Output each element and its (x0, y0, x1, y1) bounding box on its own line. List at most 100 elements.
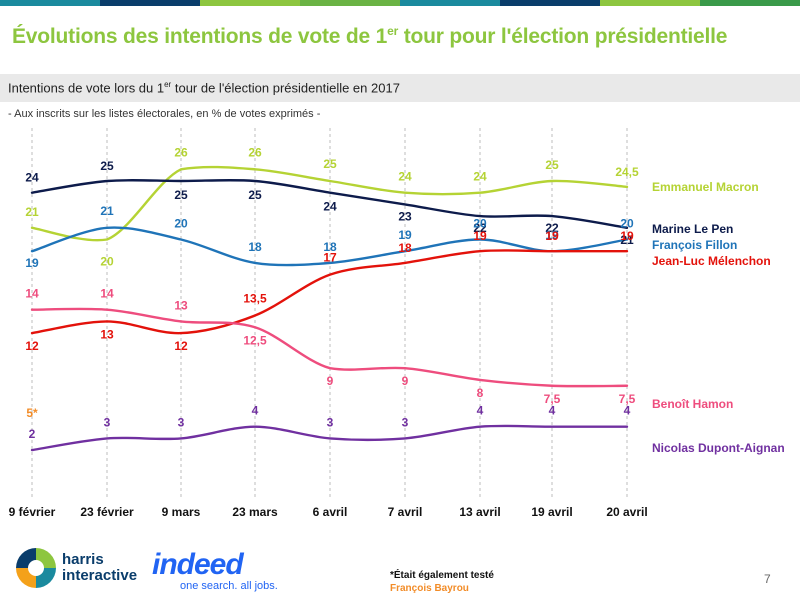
x-tick-label: 13 avril (459, 505, 500, 519)
series-line-marine-le-pen (30, 178, 629, 229)
data-label-jean-luc-melenchon: 18 (398, 241, 412, 255)
harris-interactive-logo: harris interactive (16, 548, 137, 588)
data-label-emmanuel-macron: 20 (100, 255, 114, 269)
legend-entry: Emmanuel Macron (652, 180, 759, 194)
data-label-marine-le-pen: 25 (248, 188, 262, 202)
data-label-nicolas-dupont-aignan: 3 (104, 415, 111, 429)
data-label-francois-fillon: 20 (473, 217, 487, 231)
data-label-marine-le-pen: 22 (473, 221, 487, 235)
data-label-nicolas-dupont-aignan: 4 (477, 404, 484, 418)
data-label-jean-luc-melenchon: 19 (473, 229, 487, 243)
data-label-benoit-hamon: 14 (25, 287, 39, 301)
x-tick-label: 20 avril (606, 505, 647, 519)
data-label-francois-fillon: 18 (248, 240, 262, 254)
data-label-jean-luc-melenchon: 12 (174, 339, 188, 353)
x-axis-ticks: 9 février 23 février 9 mars 23 mars 6 avril 7… (9, 505, 648, 519)
series-line-benoit-hamon (30, 307, 629, 388)
data-label-nicolas-dupont-aignan: 2 (29, 427, 36, 441)
x-tick-label: 19 avril (531, 505, 572, 519)
footnote-candidate: François Bayrou (390, 583, 469, 594)
data-label-nicolas-dupont-aignan: 3 (327, 415, 334, 429)
legend-entry: François Fillon (652, 238, 737, 252)
top-color-stripe (0, 0, 800, 6)
data-label-marine-le-pen: 25 (174, 188, 188, 202)
page-title: Évolutions des intentions de vote de 1er… (12, 24, 728, 48)
indeed-logo-tagline: one search. all jobs. (180, 580, 278, 592)
stripe-segment (400, 0, 500, 6)
data-label-benoit-hamon: 9 (327, 374, 334, 388)
data-label-marine-le-pen: 23 (398, 209, 412, 223)
data-label-marine-le-pen: 22 (545, 221, 559, 235)
data-label-emmanuel-macron: 24 (398, 170, 412, 184)
data-label-francois-fillon: 20 (174, 217, 188, 231)
data-label-emmanuel-macron: 26 (174, 145, 188, 159)
indeed-logo: indeed one search. all jobs. (152, 548, 278, 593)
data-label-benoit-hamon: 8 (477, 386, 484, 400)
footnote-text: *Était également testé (390, 570, 494, 581)
data-label-emmanuel-macron: 26 (248, 145, 262, 159)
data-label-nicolas-dupont-aignan: 4 (624, 404, 631, 418)
subtitle-band (0, 74, 800, 102)
indeed-logo-word: indeed (152, 548, 244, 581)
data-label-emmanuel-macron: 25 (545, 158, 559, 172)
data-label-nicolas-dupont-aignan: 4 (252, 404, 259, 418)
data-label-francois-fillon: 19 (398, 228, 412, 242)
data-label-jean-luc-melenchon: 17 (323, 251, 337, 265)
series-line-emmanuel-macron (30, 165, 629, 242)
data-label-benoit-hamon: 13 (174, 298, 188, 312)
stripe-segment (600, 0, 700, 6)
footnote: *Était également testé François Bayrou (390, 569, 494, 595)
stripe-segment (100, 0, 200, 6)
data-label-emmanuel-macron: 25 (323, 157, 337, 171)
x-tick-label: 23 mars (232, 505, 278, 519)
data-label-emmanuel-macron: 21 (25, 205, 39, 219)
series-line-francois-fillon (30, 226, 629, 267)
data-label-francois-fillon: 20 (620, 217, 634, 231)
page-number: 7 (764, 572, 771, 586)
data-label-nicolas-dupont-aignan: 3 (402, 415, 409, 429)
data-label-jean-luc-melenchon: 19 (545, 229, 559, 243)
data-label-benoit-hamon: 12,5 (243, 333, 267, 347)
data-label-francois-bayrou: 5* (26, 406, 38, 420)
legend-entry: Nicolas Dupont-Aignan (652, 441, 785, 455)
legend: Emmanuel Macron Marine Le Pen François Fil… (652, 180, 785, 455)
series-line-jean-luc-melenchon (30, 249, 629, 335)
harris-logo-icon (16, 548, 56, 588)
legend-entry: Benoît Hamon (652, 397, 733, 411)
data-label-emmanuel-macron: 24,5 (615, 165, 639, 179)
x-tick-label: 6 avril (313, 505, 348, 519)
data-label-nicolas-dupont-aignan: 3 (178, 415, 185, 429)
data-label-marine-le-pen: 25 (100, 159, 114, 173)
data-label-jean-luc-melenchon: 13 (100, 327, 114, 341)
data-label-benoit-hamon: 7,5 (544, 392, 561, 406)
chart-subtitle: Intentions de vote lors du 1er tour de l… (8, 80, 400, 96)
data-label-francois-fillon: 19 (545, 228, 559, 242)
data-label-benoit-hamon: 7,5 (619, 392, 636, 406)
x-tick-label: 9 mars (162, 505, 201, 519)
legend-entry: Jean-Luc Mélenchon (652, 254, 771, 268)
stripe-segment (200, 0, 300, 6)
series-layer (30, 165, 629, 452)
data-label-francois-fillon: 18 (323, 240, 337, 254)
data-label-marine-le-pen: 24 (323, 200, 337, 214)
data-label-benoit-hamon: 9 (402, 374, 409, 388)
stripe-segment (700, 0, 800, 6)
data-label-emmanuel-macron: 24 (473, 170, 487, 184)
data-label-marine-le-pen: 21 (620, 233, 634, 247)
data-label-jean-luc-melenchon: 13,5 (243, 292, 267, 306)
data-label-nicolas-dupont-aignan: 4 (549, 404, 556, 418)
chart-note: - Aux inscrits sur les listes électorale… (8, 108, 321, 120)
x-tick-label: 9 février (9, 505, 56, 519)
data-label-jean-luc-melenchon: 19 (620, 229, 634, 243)
stripe-segment (500, 0, 600, 6)
data-label-francois-fillon: 19 (25, 256, 39, 270)
harris-logo-line2: interactive (62, 567, 138, 584)
harris-logo-line1: harris (62, 551, 104, 568)
stripe-segment (300, 0, 400, 6)
data-label-marine-le-pen: 24 (25, 171, 39, 185)
grid-layer (31, 128, 628, 500)
stripe-segment (0, 0, 100, 6)
data-label-jean-luc-melenchon: 12 (25, 339, 39, 353)
